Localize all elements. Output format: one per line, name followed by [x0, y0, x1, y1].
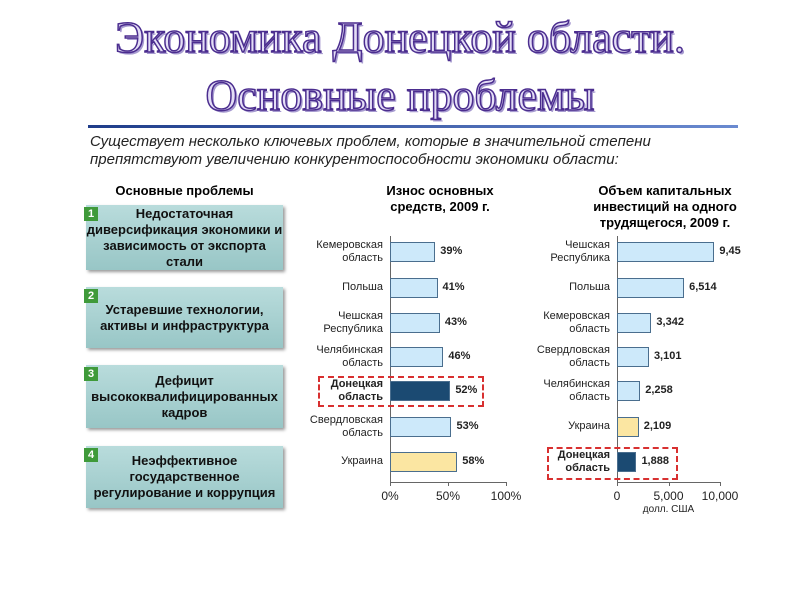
highlight-box	[318, 376, 484, 407]
problem-number: 2	[84, 289, 98, 303]
x-tick-label: 10,000	[701, 489, 739, 503]
chart-title: Объем капитальных инвестиций на одного т…	[593, 183, 737, 230]
category-label: Свердловская область	[536, 344, 610, 369]
category-label: Челябинская область	[543, 378, 610, 403]
x-axis-label: долл. США	[642, 504, 695, 515]
highlight-box	[547, 447, 678, 480]
bar	[390, 278, 438, 298]
bar	[390, 452, 458, 472]
bar	[617, 278, 685, 298]
category-label: Чешская Республика	[323, 310, 383, 335]
problem-box: Неэффективное государственное регулирова…	[86, 446, 283, 508]
tick-mark	[668, 482, 670, 486]
bar	[390, 347, 444, 367]
category-label: Кемеровская область	[316, 239, 383, 264]
x-tick-label: 100%	[490, 489, 522, 503]
value-label: 2,109	[643, 420, 672, 432]
value-label: 6,514	[689, 281, 717, 293]
problem-number: 4	[84, 448, 98, 462]
x-tick-label: 50%	[435, 489, 461, 503]
value-label: 52%	[455, 384, 478, 396]
value-label: 43%	[444, 316, 467, 328]
problem-box: Дефицит высококвалифицированных кадров	[86, 365, 283, 428]
divider	[88, 125, 738, 128]
problem-box: Недостаточная диверсификация экономики и…	[86, 205, 283, 270]
bar	[390, 417, 452, 437]
category-label: Украина	[568, 420, 610, 432]
bar	[617, 347, 649, 367]
value-label: 46%	[448, 350, 471, 362]
value-label: 39%	[440, 245, 463, 257]
problems-heading: Основные проблемы	[115, 183, 254, 198]
value-label: 58%	[462, 455, 485, 467]
bar	[390, 313, 440, 333]
x-tick-label: 0%	[381, 489, 399, 503]
intro: Существует несколько ключевых проблем, к…	[90, 133, 651, 168]
bar	[617, 452, 637, 472]
tick-mark	[448, 482, 449, 486]
category-label: Польша	[342, 281, 383, 293]
value-label: 3,342	[656, 316, 684, 328]
category-label: Чешская Республика	[550, 239, 610, 264]
chart-title: Износ основных средств, 2009 г.	[386, 183, 494, 214]
category-label: Кемеровская область	[543, 310, 610, 335]
category-label: Донецкая область	[330, 378, 383, 403]
problem-number: 3	[84, 367, 98, 381]
title-line: Экономика Донецкой области.	[114, 12, 685, 63]
tick-mark	[506, 482, 507, 486]
category-label: Донецкая область	[557, 449, 610, 474]
bar	[390, 242, 436, 262]
x-tick-label: 0	[613, 489, 621, 503]
x-tick-label: 5,000	[653, 489, 684, 503]
problem-box: Устаревшие технологии, активы и инфрастр…	[86, 287, 283, 348]
bar	[390, 381, 451, 401]
value-label: 41%	[442, 281, 465, 293]
bar	[617, 381, 641, 401]
category-label: Челябинская область	[316, 344, 383, 369]
tick-mark	[720, 482, 721, 486]
category-label: Польша	[569, 281, 610, 293]
title-line: Основные проблемы	[205, 70, 596, 121]
problem-number: 1	[84, 207, 98, 221]
value-label: 2,258	[645, 384, 673, 396]
category-label: Украина	[341, 455, 383, 467]
tick-mark	[617, 482, 618, 486]
bar	[617, 242, 715, 262]
bar	[617, 417, 639, 437]
value-label: 9,45	[719, 245, 741, 257]
value-label: 1,888	[641, 455, 669, 467]
tick-mark	[390, 482, 391, 486]
value-label: 3,101	[653, 350, 682, 362]
value-label: 53%	[456, 420, 479, 432]
category-label: Свердловская область	[309, 414, 383, 439]
bar	[617, 313, 652, 333]
